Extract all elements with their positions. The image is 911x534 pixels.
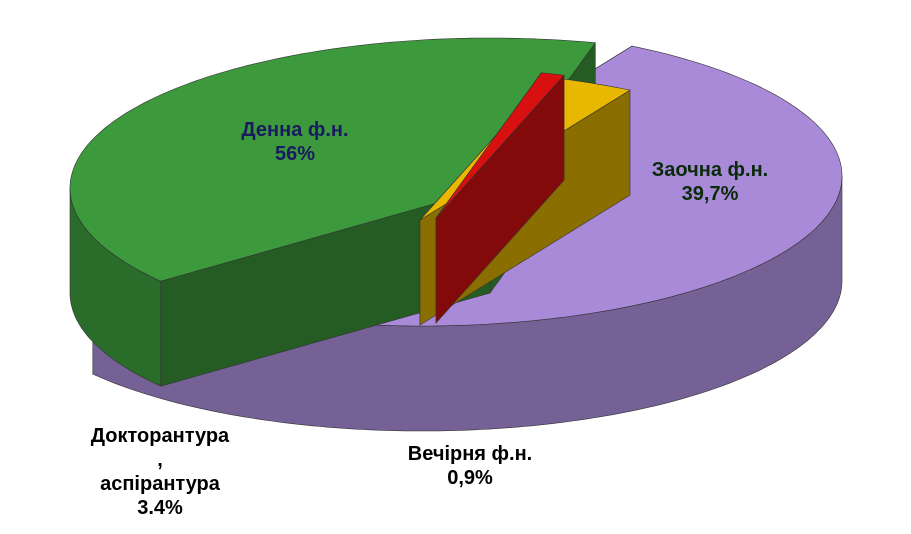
slice-label: Заочна ф.н. bbox=[651, 159, 769, 181]
slice-label: Денна ф.н. bbox=[241, 119, 349, 141]
slice-value-label: 0,9% bbox=[447, 467, 493, 489]
slice bbox=[69, 37, 596, 282]
slice bbox=[435, 72, 565, 219]
slice-label: Вечірня ф.н. bbox=[407, 443, 533, 465]
slice-value-label: 56% bbox=[274, 143, 316, 165]
slice-value-label: 39,7% bbox=[681, 183, 739, 205]
slice-value-label: 3.4% bbox=[137, 497, 183, 519]
slice-label: Докторантура , аспірантура bbox=[90, 425, 230, 495]
